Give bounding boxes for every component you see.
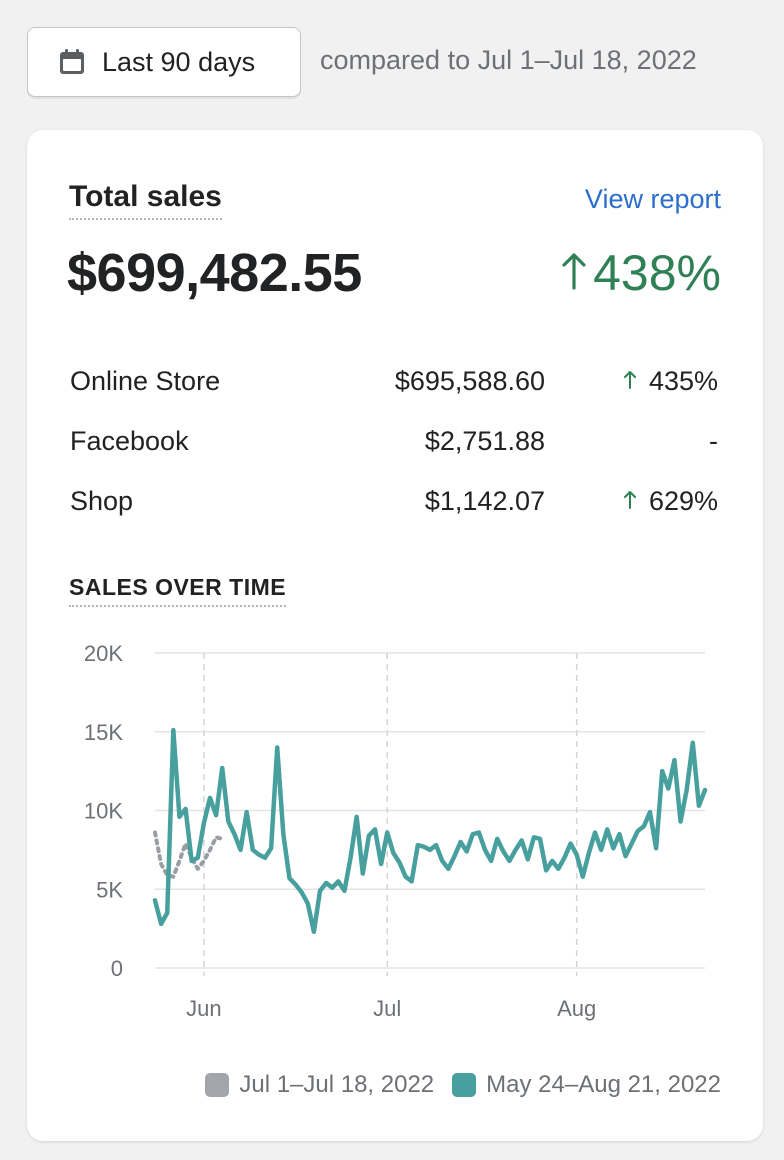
- series-line-current: [152, 727, 708, 935]
- channel-name: Online Store: [70, 366, 221, 396]
- channel-amount: $1,142.07: [424, 486, 545, 516]
- total-sales-value: $699,482.55: [67, 243, 362, 303]
- x-tick-label: Jul: [373, 996, 401, 1021]
- card-title[interactable]: Total sales: [69, 180, 222, 220]
- legend-item-previous[interactable]: Jul 1–Jul 18, 2022: [205, 1071, 434, 1099]
- channel-row: Facebook $2,751.88 -: [70, 412, 720, 472]
- channel-row: Online Store $695,588.60 435%: [70, 352, 720, 412]
- channel-name: Shop: [70, 486, 134, 516]
- y-tick-label: 5K: [96, 877, 123, 902]
- arrow-up-icon: [623, 366, 637, 397]
- arrow-up-icon: [623, 486, 637, 517]
- comparison-text: compared to Jul 1–Jul 18, 2022: [320, 45, 697, 75]
- sales-over-time-chart[interactable]: 0 5K 10K 15K 20K Jun Jul Aug: [27, 630, 763, 1050]
- legend-item-current[interactable]: May 24–Aug 21, 2022: [452, 1071, 721, 1099]
- total-change-value: 438%: [593, 245, 721, 301]
- total-sales-card: Total sales View report $699,482.55 438%…: [27, 130, 763, 1141]
- channel-row: Shop $1,142.07 629%: [70, 472, 720, 532]
- x-tick-label: Aug: [557, 996, 596, 1021]
- y-tick-label: 10K: [84, 799, 123, 824]
- y-tick-label: 15K: [84, 720, 123, 745]
- chart-title[interactable]: SALES OVER TIME: [69, 574, 287, 607]
- arrow-up-icon: [561, 244, 587, 302]
- y-tick-label: 20K: [84, 641, 123, 666]
- calendar-icon: [58, 48, 86, 76]
- channel-change: -: [709, 426, 718, 457]
- channel-change: 629%: [623, 486, 718, 517]
- channel-change-value: 629%: [648, 486, 718, 516]
- chart-legend: Jul 1–Jul 18, 2022 May 24–Aug 21, 2022: [187, 1071, 721, 1099]
- legend-label-previous: Jul 1–Jul 18, 2022: [239, 1071, 435, 1098]
- legend-swatch-previous: [205, 1073, 230, 1097]
- legend-label-current: May 24–Aug 21, 2022: [486, 1071, 721, 1098]
- date-range-label: Last 90 days: [102, 46, 256, 77]
- y-tick-label: 0: [111, 956, 123, 981]
- legend-swatch-current: [452, 1073, 477, 1097]
- channel-amount: $695,588.60: [394, 366, 545, 396]
- view-report-link[interactable]: View report: [584, 184, 721, 214]
- date-range-button[interactable]: Last 90 days: [27, 27, 301, 97]
- x-tick-label: Jun: [186, 996, 221, 1021]
- channel-change-value: -: [709, 426, 718, 456]
- series-line-previous: [153, 830, 225, 879]
- total-sales-change: 438%: [561, 244, 721, 302]
- channel-amount: $2,751.88: [424, 426, 545, 456]
- channel-change-value: 435%: [648, 366, 718, 396]
- channel-name: Facebook: [70, 426, 189, 456]
- channel-breakdown: Online Store $695,588.60 435% Facebook $…: [70, 352, 720, 532]
- channel-change: 435%: [623, 366, 718, 397]
